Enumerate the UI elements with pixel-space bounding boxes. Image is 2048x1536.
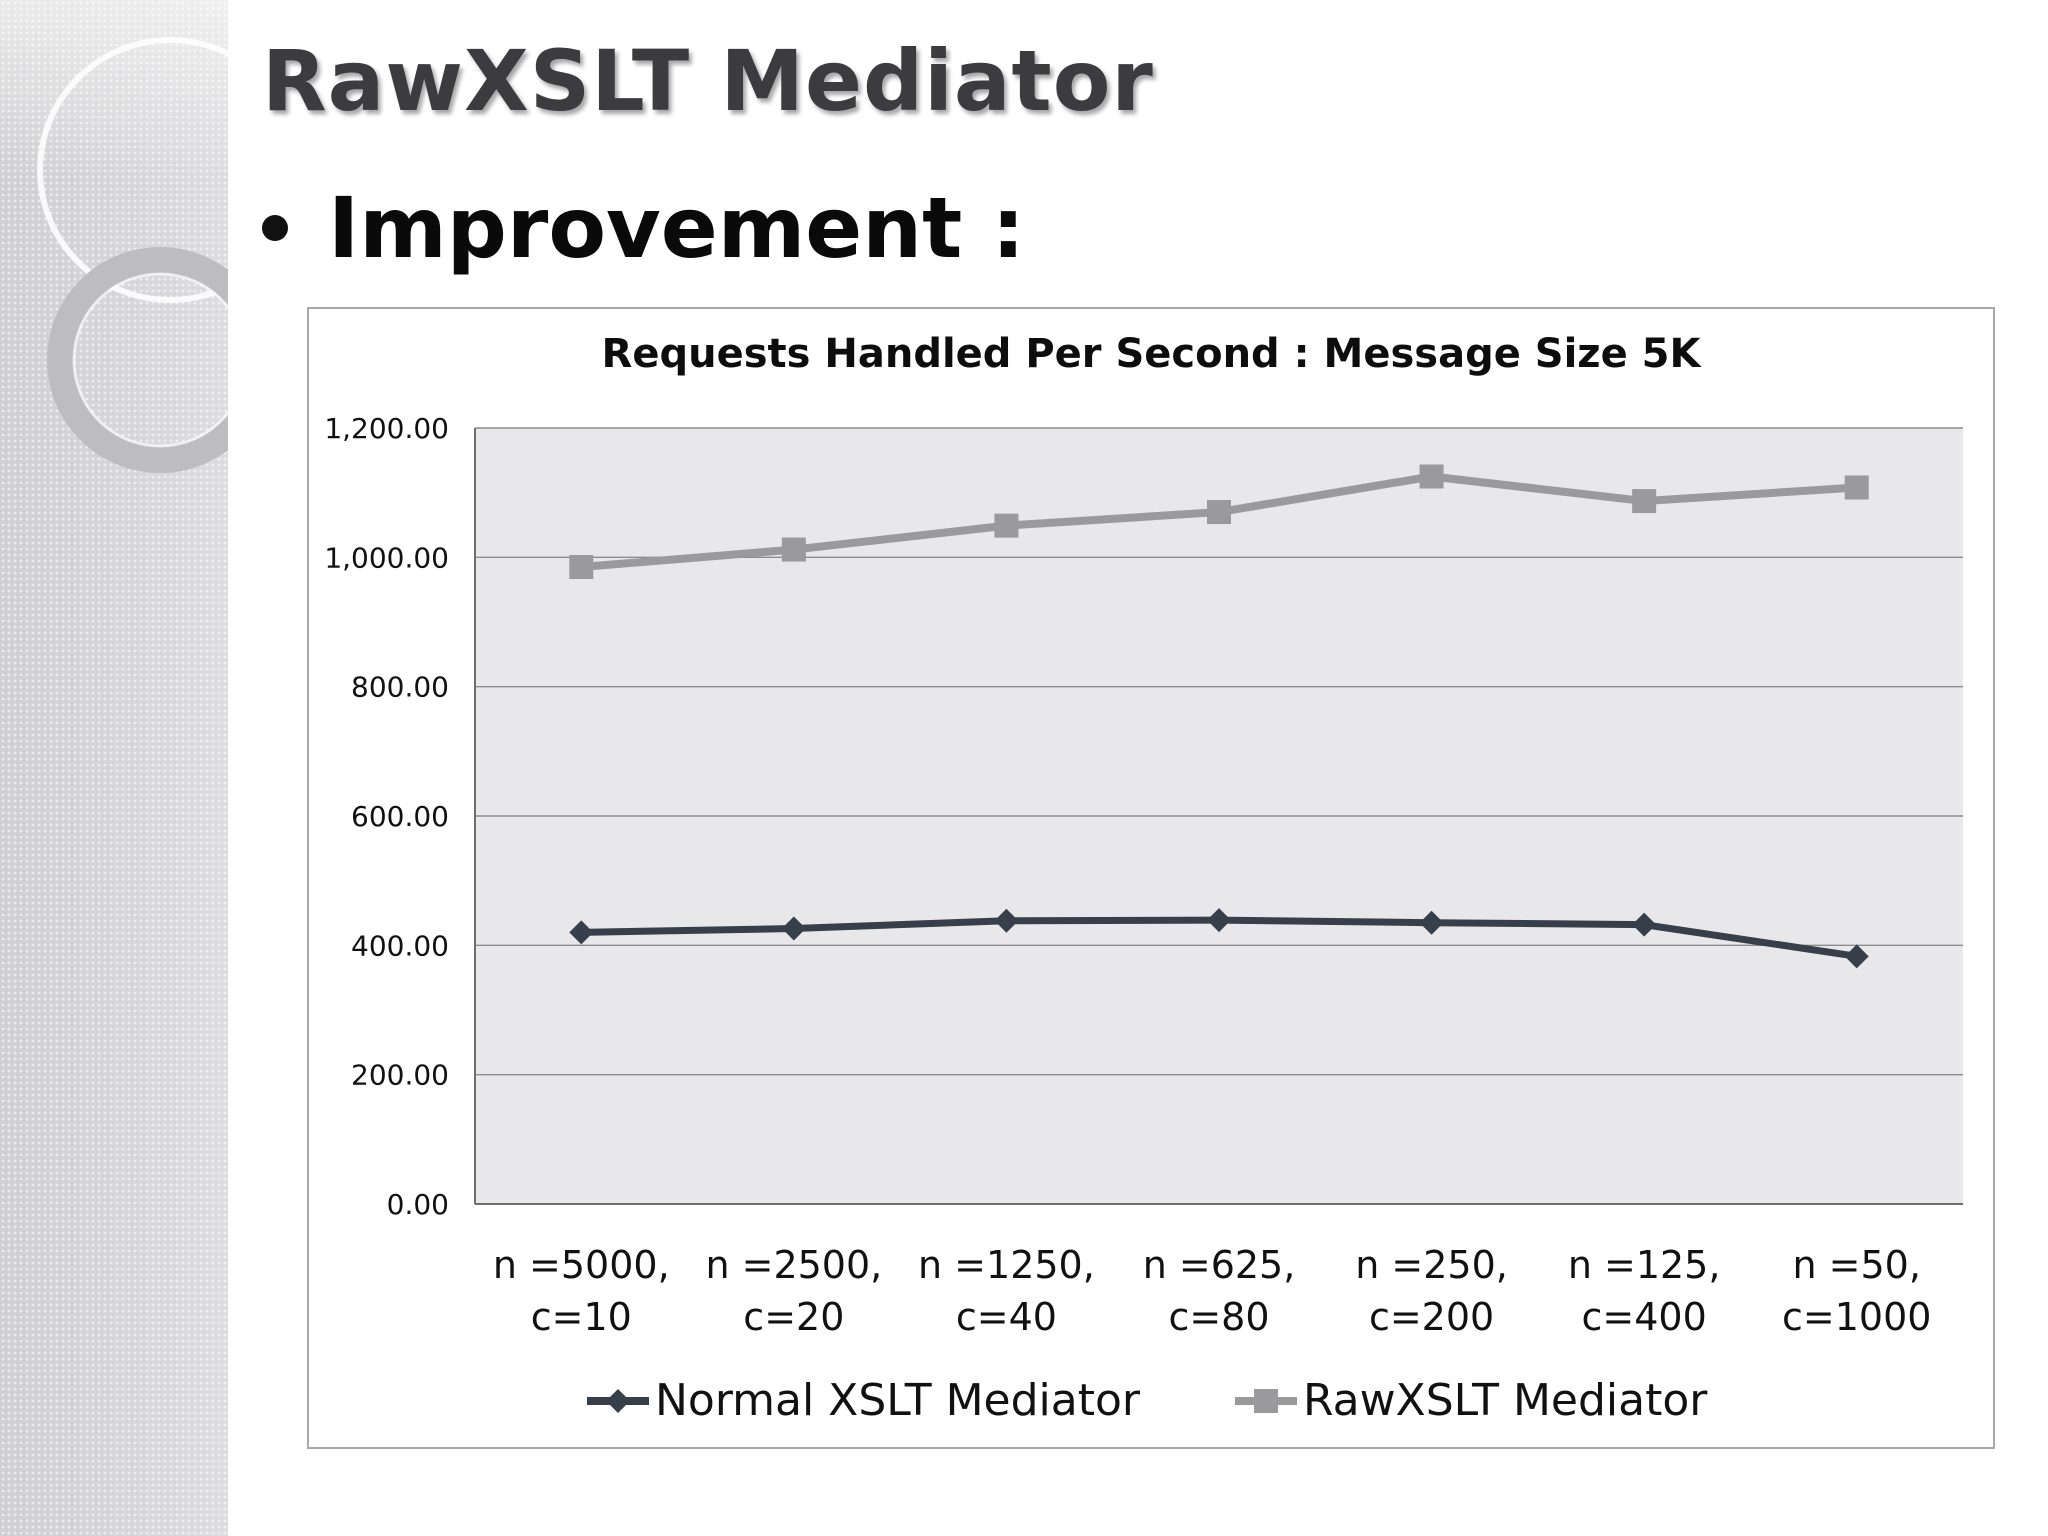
data-point: [1632, 912, 1657, 937]
data-point: [1207, 908, 1231, 933]
series-1: [569, 908, 1869, 969]
data-point: [1844, 944, 1869, 969]
x-tick-label: n =5000,: [493, 1243, 670, 1287]
series-layer: [569, 464, 1869, 969]
ring-medium-highlight: [72, 272, 228, 448]
legend-marker: [1254, 1389, 1278, 1413]
y-tick-label: 800.00: [351, 671, 449, 704]
bullet-text: Improvement :: [328, 179, 1026, 277]
x-tick-label: c=40: [956, 1295, 1057, 1339]
x-tick-label: n =50,: [1792, 1243, 1920, 1287]
bullet-dot-icon: [262, 215, 288, 241]
data-point: [1844, 475, 1869, 500]
data-point: [569, 555, 594, 580]
y-tick-label: 200.00: [351, 1059, 449, 1092]
data-point: [994, 908, 1019, 933]
data-point: [781, 537, 806, 562]
sidebar-sheen: [0, 0, 228, 180]
y-tick-label: 0.00: [387, 1188, 449, 1221]
legend-item: Normal XSLT Mediator: [587, 1375, 1141, 1426]
x-tick-label: c=10: [531, 1295, 632, 1339]
ring-large: [37, 37, 228, 303]
x-tick-label: n =2500,: [705, 1243, 882, 1287]
line-chart: 0.00 200.00 400.00 600.00 800.00 1,000.00 1,20…: [324, 331, 1963, 1426]
x-tick-label: c=1000: [1782, 1295, 1931, 1339]
x-tick-label: n =625,: [1143, 1243, 1296, 1287]
chart-title: Requests Handled Per Second : Message Si…: [602, 331, 1703, 377]
legend-marker: [606, 1389, 630, 1413]
ring-medium: [47, 247, 228, 473]
decorative-sidebar: [0, 0, 228, 1536]
chart-frame: 0.00 200.00 400.00 600.00 800.00 1,000.00 1,20…: [307, 307, 1995, 1449]
data-point: [1207, 500, 1231, 525]
data-point: [1419, 910, 1444, 935]
decorative-rings: [37, 37, 228, 473]
y-axis-tick-labels: 0.00 200.00 400.00 600.00 800.00 1,000.00 1,20…: [324, 412, 449, 1221]
x-tick-label: c=80: [1168, 1295, 1269, 1339]
x-axis-tick-labels: n =5000, c=10 n =2500, c=20 n =1250, c=40 n =6…: [493, 1243, 1932, 1339]
x-tick-label: n =250,: [1355, 1243, 1508, 1287]
data-point: [781, 916, 806, 941]
y-tick-label: 600.00: [351, 800, 449, 833]
data-point: [569, 920, 594, 945]
x-tick-label: c=200: [1369, 1295, 1494, 1339]
x-tick-label: c=400: [1582, 1295, 1707, 1339]
y-tick-label: 1,000.00: [324, 541, 449, 574]
bullet-item: Improvement :: [262, 186, 1025, 270]
y-tick-label: 400.00: [351, 929, 449, 962]
legend-label: Normal XSLT Mediator: [655, 1375, 1141, 1426]
chart-legend: Normal XSLT Mediator RawXSLT Mediator: [587, 1375, 1708, 1426]
x-tick-label: n =125,: [1568, 1243, 1721, 1287]
legend-label: RawXSLT Mediator: [1303, 1375, 1708, 1426]
data-point: [994, 513, 1019, 538]
legend-item: RawXSLT Mediator: [1235, 1375, 1708, 1426]
x-tick-label: n =1250,: [918, 1243, 1095, 1287]
x-tick-label: c=20: [743, 1295, 844, 1339]
data-point: [1632, 489, 1657, 514]
y-tick-label: 1,200.00: [324, 412, 449, 445]
slide-title: RawXSLT Mediator: [262, 32, 1154, 130]
data-point: [1419, 464, 1444, 489]
series-2: [569, 464, 1869, 580]
